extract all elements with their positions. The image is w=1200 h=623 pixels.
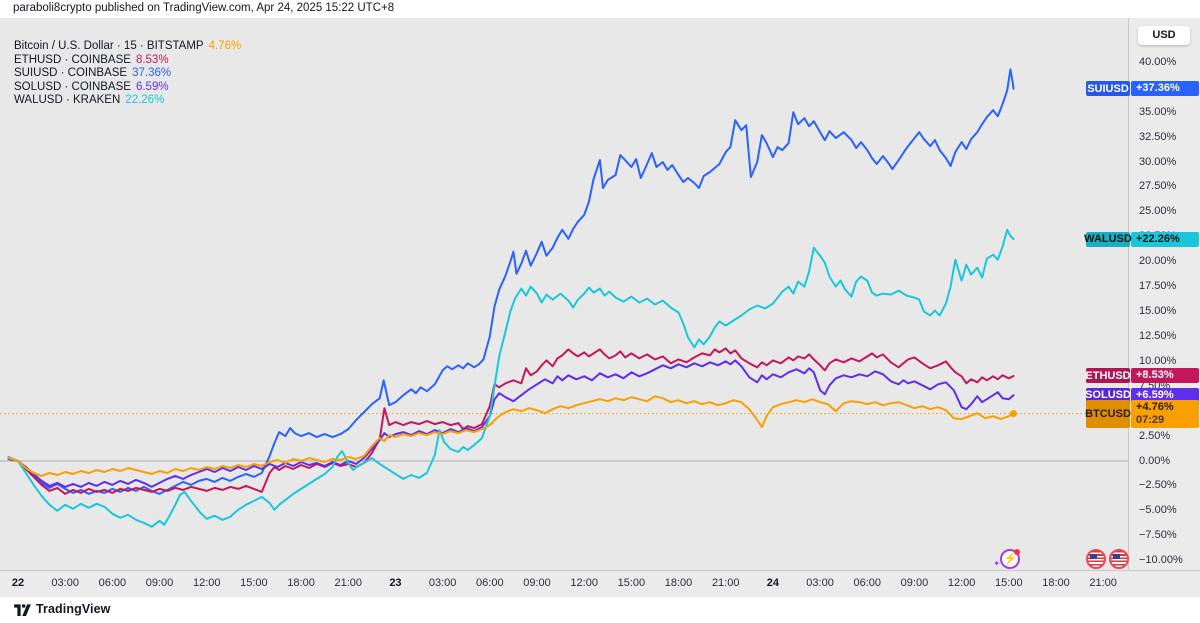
price-label-suiusd[interactable]: SUIUSD +37.36% xyxy=(1086,81,1199,97)
series-line-ethusd xyxy=(7,347,1015,495)
tradingview-logo-text: TradingView xyxy=(36,602,111,616)
x-tick-label: 06:00 xyxy=(476,577,504,589)
x-tick-label: 09:00 xyxy=(523,577,551,589)
y-tick-label: 10.00% xyxy=(1139,354,1177,367)
series-line-walusd xyxy=(7,228,1015,528)
x-tick-label: 18:00 xyxy=(664,577,693,589)
btc-last-price-dot xyxy=(1010,410,1018,418)
x-tick-label: 12:00 xyxy=(947,577,976,589)
price-label-ticker: SOLUSD xyxy=(1085,387,1131,403)
x-tick-label: 03:00 xyxy=(806,577,834,589)
legend-change-value: 37.36% xyxy=(132,67,172,80)
sparkle-icon: ✦ xyxy=(993,559,1001,568)
x-tick-label: 15:00 xyxy=(995,577,1023,589)
price-label-ticker: ETHUSD xyxy=(1085,368,1131,384)
spark-icon[interactable]: ⚡ ✦ xyxy=(993,549,1021,569)
y-tick-label: 27.50% xyxy=(1139,180,1177,193)
price-label-value: +6.59% xyxy=(1131,387,1199,403)
legend-change-value: 8.53% xyxy=(135,53,169,66)
y-tick-label: 20.00% xyxy=(1139,255,1177,268)
x-tick-label: 12:00 xyxy=(192,577,221,589)
y-tick-label: 15.00% xyxy=(1139,305,1177,318)
notification-dot xyxy=(1014,549,1021,555)
us-flag-icon[interactable] xyxy=(1108,549,1129,569)
footer: TradingView xyxy=(0,597,1200,623)
tradingview-logo[interactable]: TradingView xyxy=(14,602,111,616)
x-tick-label: 18:00 xyxy=(1042,577,1070,589)
price-label-ticker: BTCUSD xyxy=(1085,399,1131,428)
series-line-suiusd xyxy=(7,68,1015,495)
x-tick-label: 09:00 xyxy=(900,577,929,589)
price-label-btcusd[interactable]: BTCUSD +4.76% 07:29 xyxy=(1085,399,1199,428)
y-tick-label: 0.00% xyxy=(1139,454,1171,467)
x-tick-label: 15:00 xyxy=(617,577,646,589)
time-axis[interactable]: 22 03:00 06:00 09:00 12:00 15:00 18:00 21:00 23 0… xyxy=(0,570,1200,597)
y-tick-label: −10.00% xyxy=(1139,554,1183,567)
y-tick-label: 25.00% xyxy=(1139,205,1177,218)
x-tick-label: 09:00 xyxy=(145,577,174,589)
legend-row-2[interactable]: SUIUSD · COINBASE 37.36% xyxy=(14,67,241,81)
chart-panel[interactable]: Bitcoin / U.S. Dollar · 15 · BITSTAMP 4.7… xyxy=(0,18,1200,570)
x-tick-label: 06:00 xyxy=(98,577,127,589)
price-label-value: +22.26% xyxy=(1131,231,1199,247)
publish-header: paraboli8crypto published on TradingView… xyxy=(0,0,1200,18)
legend-symbol-title: ETHUSD · COINBASE xyxy=(14,53,131,66)
legend-change-value: 4.76% xyxy=(208,40,242,52)
legend-symbol-title: SUIUSD · COINBASE xyxy=(14,67,128,80)
us-flag-icon[interactable] xyxy=(1086,549,1107,569)
x-tick-label: 21:00 xyxy=(1089,577,1117,589)
x-tick-label: 24 xyxy=(766,577,780,589)
y-tick-label: 2.50% xyxy=(1139,429,1171,442)
x-tick-label: 06:00 xyxy=(853,577,882,589)
y-tick-label: −7.50% xyxy=(1139,529,1177,542)
legend-symbol-title: Bitcoin / U.S. Dollar · 15 · BITSTAMP xyxy=(14,40,204,52)
legend-row-3[interactable]: SOLUSD · COINBASE 6.59% xyxy=(14,81,241,95)
price-label-value: +37.36% xyxy=(1131,81,1199,97)
x-tick-label: 22 xyxy=(11,577,25,589)
y-tick-label: −2.50% xyxy=(1139,479,1177,492)
symbol-legend: Bitcoin / U.S. Dollar · 15 · BITSTAMP 4.7… xyxy=(14,40,241,108)
price-label-ticker: SUIUSD xyxy=(1086,81,1130,97)
legend-row-4[interactable]: WALUSD · KRAKEN 22.26% xyxy=(14,94,241,108)
series-line-solusd xyxy=(7,359,1015,488)
legend-row-0[interactable]: Bitcoin / U.S. Dollar · 15 · BITSTAMP 4.7… xyxy=(14,40,241,54)
x-tick-label: 03:00 xyxy=(51,577,79,589)
y-tick-label: 32.50% xyxy=(1139,130,1177,143)
x-tick-label: 15:00 xyxy=(240,577,268,589)
y-tick-label: 40.00% xyxy=(1139,55,1177,68)
price-label-value: +4.76% 07:29 xyxy=(1131,399,1199,428)
x-tick-label: 18:00 xyxy=(287,577,315,589)
legend-symbol-title: SOLUSD · COINBASE xyxy=(14,80,131,93)
y-tick-label: 12.50% xyxy=(1139,329,1177,342)
x-tick-label: 21:00 xyxy=(711,577,740,589)
price-scale[interactable]: USD 40.00%37.50%35.00%32.50%30.00%27.50%… xyxy=(1128,18,1200,570)
legend-row-1[interactable]: ETHUSD · COINBASE 8.53% xyxy=(14,54,241,68)
y-tick-label: 35.00% xyxy=(1139,105,1177,118)
price-plot[interactable] xyxy=(0,18,1128,570)
x-tick-label: 03:00 xyxy=(428,577,457,589)
legend-symbol-title: WALUSD · KRAKEN xyxy=(14,94,121,107)
price-label-value: +8.53% xyxy=(1131,368,1199,384)
price-label-solusd[interactable]: SOLUSD +6.59% xyxy=(1085,387,1199,403)
price-label-ticker: WALUSD xyxy=(1084,231,1132,247)
legend-change-value: 6.59% xyxy=(135,80,169,93)
price-label-walusd[interactable]: WALUSD +22.26% xyxy=(1084,231,1199,247)
y-tick-label: 30.00% xyxy=(1139,155,1177,168)
x-tick-label: 21:00 xyxy=(334,577,363,589)
publish-attribution: paraboli8crypto published on TradingView… xyxy=(13,2,395,14)
y-tick-label: −5.00% xyxy=(1139,504,1177,517)
x-tick-label: 23 xyxy=(389,577,402,589)
tradingview-logo-icon xyxy=(14,603,31,616)
price-label-ethusd[interactable]: ETHUSD +8.53% xyxy=(1085,368,1199,384)
bar-countdown: 07:29 xyxy=(1136,413,1165,426)
series-line-btcusd xyxy=(7,395,1015,477)
y-tick-label: 17.50% xyxy=(1139,280,1177,293)
legend-change-value: 22.26% xyxy=(125,94,165,107)
x-tick-label: 12:00 xyxy=(570,577,598,589)
currency-toggle-button[interactable]: USD xyxy=(1138,26,1190,45)
